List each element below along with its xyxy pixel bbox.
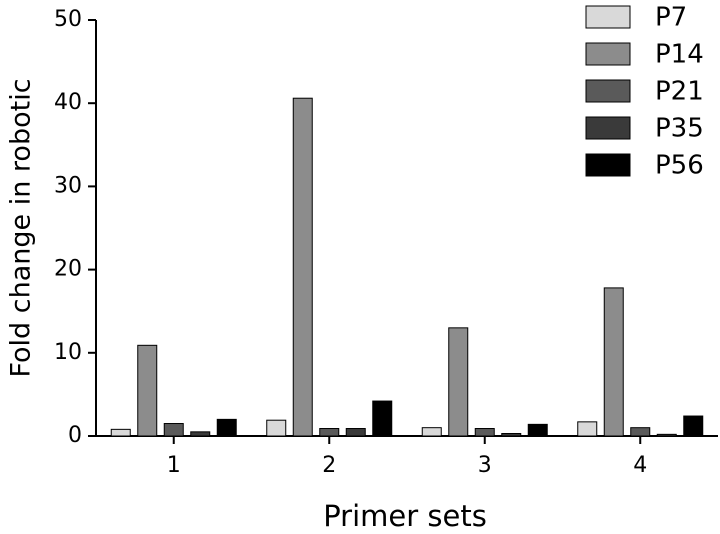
bar	[163, 423, 184, 437]
legend-swatch	[585, 79, 631, 103]
y-tick-label: 10	[54, 340, 82, 365]
legend-label: P21	[655, 77, 704, 107]
bar	[372, 400, 393, 437]
y-tick-label: 40	[54, 90, 82, 115]
bar	[474, 428, 495, 437]
bar	[216, 418, 237, 437]
legend-label: P35	[655, 114, 704, 144]
bar	[501, 433, 522, 437]
legend-label: P56	[655, 151, 704, 181]
y-tick-label: 50	[54, 7, 82, 32]
bar	[527, 423, 548, 437]
bar	[683, 415, 704, 437]
x-tick-label: 4	[633, 453, 647, 478]
y-tick-label: 0	[68, 423, 82, 448]
bar	[266, 419, 287, 437]
bar	[190, 431, 211, 437]
x-tick-label: 2	[322, 453, 336, 478]
bar	[292, 97, 313, 437]
x-axis-label: Primer sets	[323, 499, 487, 533]
x-tick-label: 1	[167, 453, 181, 478]
bar	[577, 421, 598, 437]
legend-label: P14	[655, 40, 704, 70]
bar	[110, 428, 131, 437]
bar	[656, 433, 677, 437]
y-tick-label: 30	[54, 173, 82, 198]
bar	[345, 428, 366, 437]
y-tick-label: 20	[54, 257, 82, 282]
y-axis-label: Fold change in robotic	[6, 78, 37, 377]
legend-swatch	[585, 42, 631, 66]
bar	[603, 287, 624, 437]
bar	[137, 344, 158, 437]
legend-label: P7	[655, 3, 687, 33]
bar	[421, 427, 442, 437]
bar	[319, 428, 340, 437]
legend-swatch	[585, 116, 631, 140]
bar	[448, 327, 469, 437]
legend-swatch	[585, 153, 631, 177]
x-tick-label: 3	[478, 453, 492, 478]
legend-swatch	[585, 5, 631, 29]
bar	[630, 427, 651, 437]
